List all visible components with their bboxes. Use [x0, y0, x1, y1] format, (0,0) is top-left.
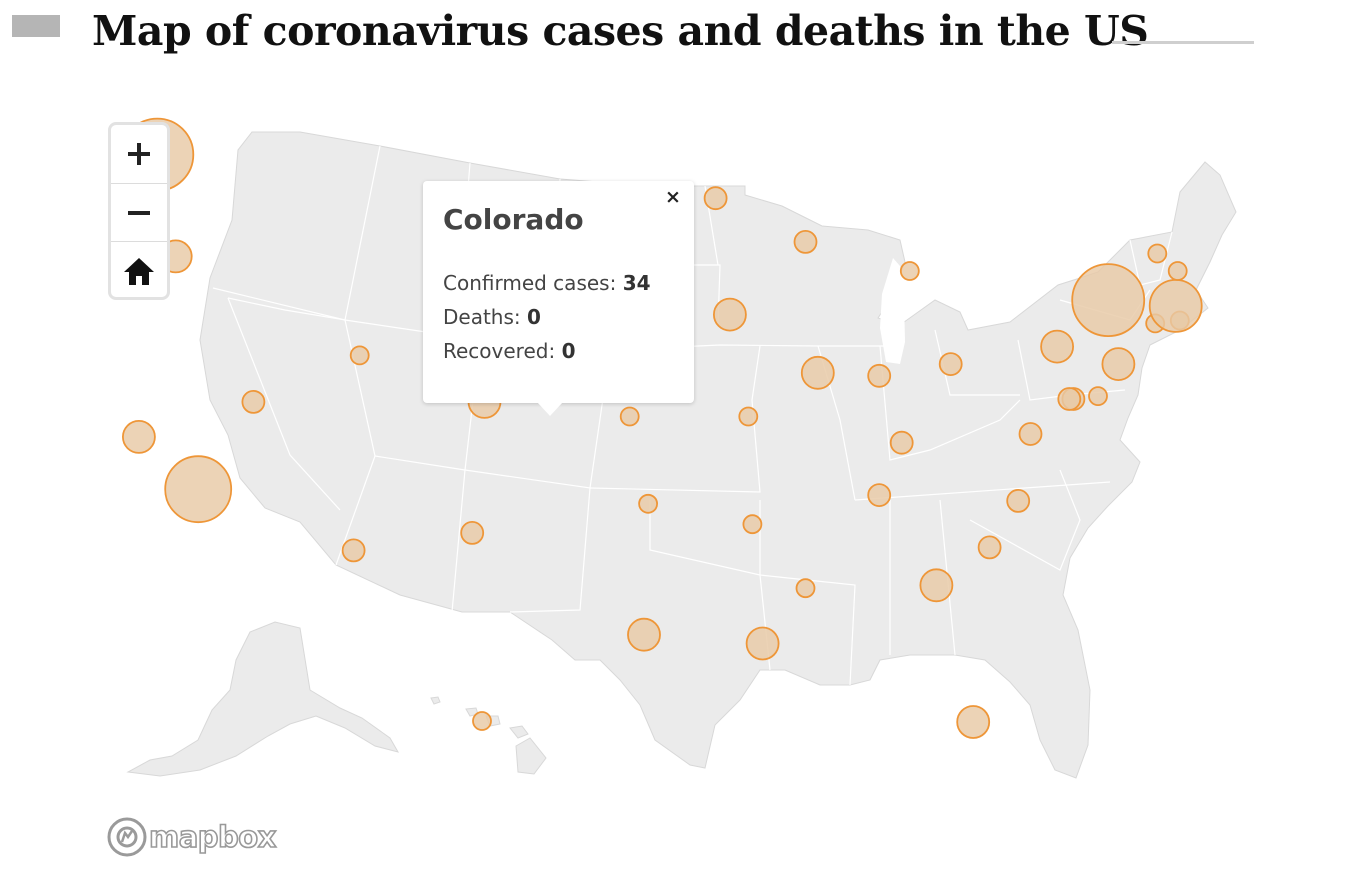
state-popup: × Colorado Confirmed cases: 34 Deaths: 0… [423, 181, 694, 403]
recovered-value: 0 [561, 339, 576, 363]
mapbox-attribution[interactable]: mapbox [106, 816, 277, 858]
popup-pointer [537, 402, 563, 416]
case-marker-maryland[interactable] [1057, 387, 1082, 411]
page-title: Map of coronavirus cases and deaths in t… [92, 7, 1149, 55]
case-marker-new-hampshire[interactable] [1167, 261, 1188, 281]
case-marker-iowa[interactable] [713, 297, 747, 332]
lake-michigan [880, 258, 905, 364]
case-marker-louisiana[interactable] [745, 626, 780, 661]
case-marker-illinois[interactable] [800, 355, 835, 390]
case-marker-arizona[interactable] [341, 538, 366, 563]
case-marker-massachusetts[interactable] [1148, 278, 1203, 333]
case-marker-california[interactable] [164, 455, 233, 524]
case-marker-indiana[interactable] [867, 363, 892, 388]
title-divider [1112, 41, 1254, 44]
popup-recovered: Recovered: 0 [443, 339, 575, 363]
popup-state-name: Colorado [443, 203, 584, 236]
map-navigation-control [108, 122, 170, 300]
mapbox-logo-icon [107, 817, 147, 857]
popup-confirmed-cases: Confirmed cases: 34 [443, 271, 651, 295]
case-marker-tennessee[interactable] [867, 483, 892, 508]
zoom-out-button[interactable] [111, 183, 167, 241]
confirmed-cases-label: Confirmed cases: [443, 271, 617, 295]
case-marker-north-carolina[interactable] [1006, 488, 1031, 513]
case-marker-vermont[interactable] [1147, 243, 1168, 264]
recovered-label: Recovered: [443, 339, 556, 363]
reset-view-button[interactable] [111, 241, 167, 299]
plus-icon [128, 142, 150, 165]
mapbox-wordmark: mapbox [148, 819, 277, 855]
case-marker-pennsylvania[interactable] [1040, 329, 1074, 364]
case-marker-nevada[interactable] [241, 389, 266, 414]
case-marker-hawaii[interactable] [472, 711, 492, 731]
hawaii-islands [430, 696, 547, 775]
case-marker-wisconsin[interactable] [793, 229, 818, 254]
deaths-value: 0 [527, 305, 541, 329]
case-marker-new-mexico[interactable] [460, 521, 485, 545]
case-marker-south-carolina[interactable] [977, 535, 1002, 560]
case-marker-georgia[interactable] [919, 568, 954, 603]
popup-close-button[interactable]: × [665, 186, 681, 208]
contiguous-us-landmass [199, 131, 1237, 779]
case-marker-new-york[interactable] [1071, 263, 1146, 338]
case-marker-virginia[interactable] [1018, 422, 1043, 446]
case-marker-delaware[interactable] [1088, 386, 1108, 407]
case-marker-utah[interactable] [349, 345, 370, 366]
case-markers[interactable] [120, 117, 1203, 739]
case-marker-oklahoma[interactable] [638, 493, 658, 514]
popup-deaths: Deaths: 0 [443, 305, 541, 329]
confirmed-cases-value: 34 [622, 271, 651, 295]
case-marker-ohio[interactable] [938, 352, 963, 377]
case-marker-michigan[interactable] [899, 261, 920, 281]
case-marker-minnesota[interactable] [703, 186, 728, 211]
header-color-block [12, 15, 60, 37]
zoom-in-button[interactable] [111, 125, 167, 182]
case-marker-texas[interactable] [627, 617, 661, 652]
case-marker-mississippi[interactable] [795, 578, 816, 599]
case-marker-arkansas[interactable] [742, 514, 763, 535]
deaths-label: Deaths: [443, 305, 521, 329]
home-icon [124, 257, 154, 285]
case-marker-new-jersey[interactable] [1101, 347, 1136, 382]
case-marker-kansas[interactable] [619, 406, 640, 427]
case-marker-kentucky[interactable] [889, 430, 914, 455]
alaska-landmass [126, 621, 400, 777]
case-marker-missouri[interactable] [738, 406, 759, 427]
case-marker-california-north[interactable] [121, 419, 156, 454]
minus-icon [128, 210, 150, 215]
case-marker-florida[interactable] [956, 705, 991, 739]
